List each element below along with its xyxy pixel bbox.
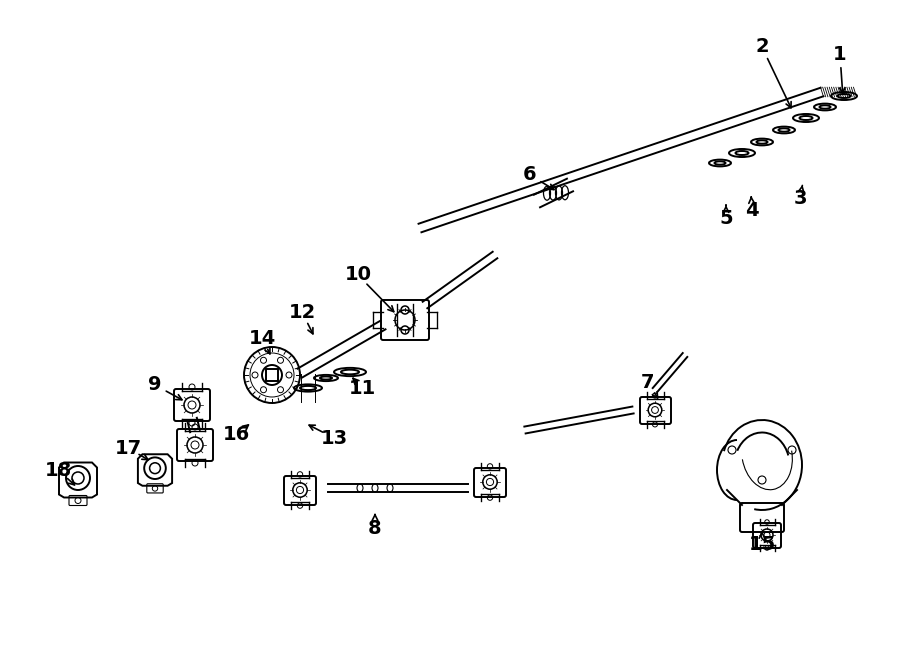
Text: 10: 10	[345, 266, 372, 284]
Text: 5: 5	[719, 208, 733, 227]
Text: 12: 12	[288, 303, 316, 321]
Text: 13: 13	[320, 428, 347, 447]
Text: 15: 15	[749, 535, 776, 555]
Text: 14: 14	[248, 329, 275, 348]
Text: 1: 1	[833, 46, 847, 65]
Text: 6: 6	[523, 165, 536, 184]
Text: 11: 11	[348, 379, 375, 397]
Text: 4: 4	[745, 200, 759, 219]
Text: 8: 8	[368, 518, 382, 537]
Text: 9: 9	[148, 375, 162, 395]
Text: 2: 2	[755, 38, 769, 56]
Text: 18: 18	[44, 461, 72, 479]
Text: 16: 16	[222, 426, 249, 444]
Text: 7: 7	[641, 373, 655, 391]
Text: 17: 17	[114, 438, 141, 457]
Text: 3: 3	[793, 188, 806, 208]
